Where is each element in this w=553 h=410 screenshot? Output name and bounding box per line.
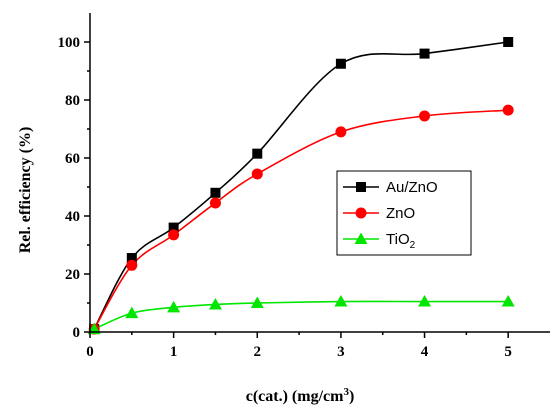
legend-label-zno: ZnO (386, 205, 415, 222)
legend-marker-au-zno (356, 182, 366, 192)
y-tick-label: 0 (73, 325, 81, 341)
data-point-zno (251, 168, 263, 180)
data-point-zno (419, 110, 431, 122)
data-point-zno (209, 197, 221, 209)
x-axis-title-end: ) (349, 388, 354, 405)
data-point-au-zno (168, 222, 179, 233)
data-point-tio (501, 295, 515, 307)
data-point-au-zno (252, 148, 263, 159)
legend: Au/ZnO ZnO TiO2 (336, 170, 472, 256)
series-line-tio (93, 300, 509, 330)
data-point-au-zno (503, 37, 514, 47)
y-tick-label: 20 (65, 267, 80, 283)
data-point-au-zno (335, 58, 346, 69)
legend-marker-zno (355, 207, 367, 219)
x-axis-title: c(cat.) (mg/cm3) (246, 386, 355, 405)
data-point-tio (167, 300, 181, 313)
y-tick-label: 40 (65, 209, 80, 225)
data-point-zno (168, 229, 180, 241)
y-axis-title: Rel. efficiency (%) (17, 127, 34, 254)
x-tick-label: 0 (86, 344, 94, 360)
legend-label-au-zno: Au/ZnO (386, 179, 438, 196)
x-axis-title-main: c(cat.) (mg/cm (246, 388, 344, 405)
data-point-au-zno (210, 187, 221, 198)
data-point-zno (126, 259, 138, 271)
axes (89, 13, 550, 333)
legend-marker-tio (354, 232, 368, 244)
data-point-zno (335, 126, 347, 138)
x-tick-label: 2 (254, 344, 262, 360)
data-point-au-zno (126, 253, 137, 264)
data-point-tio (208, 297, 222, 310)
series-markers (87, 37, 515, 335)
data-point-tio (125, 306, 139, 319)
x-tick-label: 3 (337, 344, 345, 360)
legend-label-tio: TiO2 (386, 231, 416, 251)
data-point-tio (250, 296, 264, 308)
x-tick-label: 5 (504, 344, 512, 360)
y-tick-label: 100 (58, 35, 81, 51)
data-point-tio (87, 322, 101, 335)
x-tick-label: 4 (421, 344, 429, 360)
ticks: 0 1 2 3 4 5 0 20 40 60 80 100 (58, 35, 512, 360)
y-tick-label: 60 (65, 151, 80, 167)
data-point-au-zno (419, 48, 430, 59)
x-axis-title-superscript: 3 (343, 386, 349, 398)
data-point-tio (418, 295, 432, 307)
data-point-zno (502, 104, 514, 116)
x-tick-label: 1 (170, 344, 178, 360)
y-tick-label: 80 (65, 93, 80, 109)
data-point-tio (334, 295, 348, 307)
